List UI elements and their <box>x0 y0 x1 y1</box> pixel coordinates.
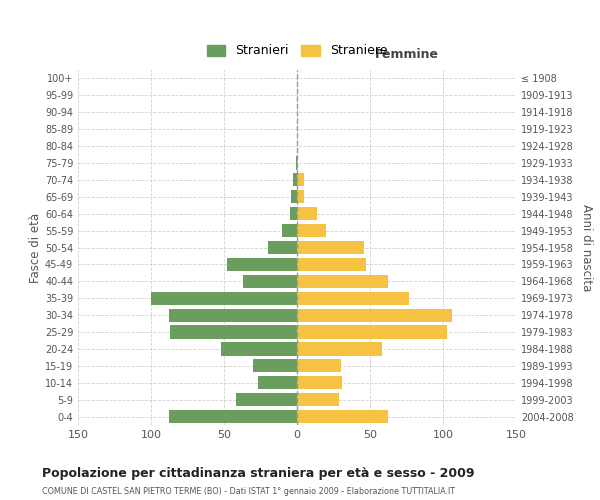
Text: COMUNE DI CASTEL SAN PIETRO TERME (BO) - Dati ISTAT 1° gennaio 2009 - Elaborazio: COMUNE DI CASTEL SAN PIETRO TERME (BO) -… <box>42 488 455 496</box>
Bar <box>268 241 297 254</box>
Bar <box>170 326 297 338</box>
Text: Femmine: Femmine <box>374 48 439 61</box>
Bar <box>253 359 297 372</box>
Bar <box>297 359 341 372</box>
Bar <box>297 156 298 170</box>
Bar <box>297 393 340 406</box>
Bar <box>297 308 452 322</box>
Bar <box>297 376 342 390</box>
Bar <box>297 342 382 355</box>
Bar <box>297 241 364 254</box>
Bar <box>297 258 365 271</box>
Bar <box>243 274 297 288</box>
Text: Popolazione per cittadinanza straniera per età e sesso - 2009: Popolazione per cittadinanza straniera p… <box>42 468 475 480</box>
Bar <box>297 174 304 186</box>
Bar <box>297 410 388 423</box>
Bar <box>297 190 304 203</box>
Bar <box>297 207 317 220</box>
Bar <box>293 174 297 186</box>
Bar <box>297 224 326 237</box>
Bar <box>151 292 297 305</box>
Bar <box>169 410 297 423</box>
Bar <box>257 376 297 390</box>
Bar <box>169 308 297 322</box>
Legend: Stranieri, Straniere: Stranieri, Straniere <box>203 40 391 61</box>
Bar <box>290 207 297 220</box>
Bar <box>297 292 409 305</box>
Bar <box>221 342 297 355</box>
Bar <box>291 190 297 203</box>
Y-axis label: Fasce di età: Fasce di età <box>29 212 42 282</box>
Bar <box>297 326 448 338</box>
Bar <box>227 258 297 271</box>
Bar <box>297 274 388 288</box>
Bar <box>283 224 297 237</box>
Bar <box>236 393 297 406</box>
Bar <box>296 156 297 170</box>
Y-axis label: Anni di nascita: Anni di nascita <box>580 204 593 291</box>
